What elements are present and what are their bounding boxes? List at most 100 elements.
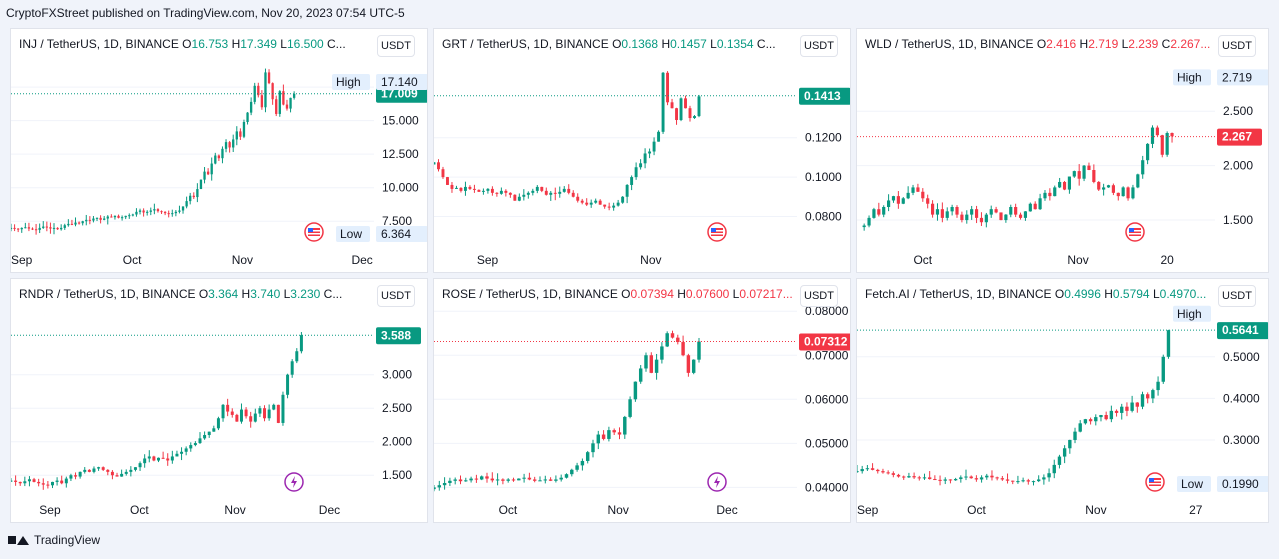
symbol-legend[interactable]: ROSE / TetherUS, 1D, BINANCE O0.07394 H0…	[442, 287, 793, 301]
symbol-title[interactable]: WLD / TetherUS, 1D, BINANCE	[865, 37, 1037, 51]
low-marker	[1177, 476, 1211, 492]
candle	[630, 175, 634, 191]
candle	[106, 469, 110, 476]
candle	[693, 115, 696, 119]
symbol-title[interactable]: RNDR / TetherUS, 1D, BINANCE	[19, 287, 199, 301]
candle	[876, 468, 880, 474]
chart-svg[interactable]: 3.000 2.500 2.000 1.500 Sep Oct Nov Dec 3.588	[11, 279, 428, 523]
candle	[1005, 473, 1010, 484]
x-tick-label: Sep	[11, 253, 33, 267]
x-tick-label: Nov	[1067, 253, 1088, 267]
candle	[681, 335, 685, 357]
candle	[1114, 409, 1119, 417]
flag-us-icon[interactable]	[1145, 472, 1165, 492]
symbol-title[interactable]: GRT / TetherUS, 1D, BINANCE	[442, 37, 613, 51]
candle	[660, 342, 664, 364]
ohlc-value: 0.07217...	[739, 287, 793, 301]
candle	[184, 446, 188, 456]
last-price-badge	[1217, 128, 1262, 146]
high-value-badge	[1217, 69, 1268, 86]
lightning-icon[interactable]	[284, 472, 304, 492]
y-tick-label: 0.04000	[805, 480, 849, 494]
currency-unit-button[interactable]: USDT	[1218, 285, 1256, 307]
chart-svg[interactable]: 0.1200 0.1000 0.0800 Sep Nov 0.1413	[434, 29, 851, 273]
flag-us-icon[interactable]	[1125, 222, 1145, 242]
candle	[83, 467, 87, 474]
candle	[282, 84, 285, 106]
candle	[45, 221, 49, 232]
currency-unit-button[interactable]: USDT	[800, 35, 838, 57]
candle	[567, 184, 571, 195]
currency-unit-button[interactable]: USDT	[377, 35, 415, 57]
candle	[1031, 480, 1036, 486]
candle	[1038, 193, 1042, 210]
low-marker	[336, 226, 370, 242]
candle	[257, 82, 260, 98]
candle	[532, 476, 537, 483]
candle	[1125, 402, 1129, 417]
chart-svg[interactable]: 0.08000 0.07000 0.06000 0.05000 0.04000 Oct No…	[434, 279, 851, 523]
symbol-legend[interactable]: INJ / TetherUS, 1D, BINANCE O16.753 H17.…	[19, 37, 346, 51]
chart-panel[interactable]: 0.1200 0.1000 0.0800 Sep Nov 0.1413 GRT / Teth…	[433, 28, 851, 273]
symbol-legend[interactable]: WLD / TetherUS, 1D, BINANCE O2.416 H2.71…	[865, 37, 1210, 51]
chart-panel[interactable]: 0.08000 0.07000 0.06000 0.05000 0.04000 Oct No…	[433, 278, 851, 523]
candle	[1023, 211, 1028, 221]
candle	[940, 202, 944, 223]
candle	[260, 90, 264, 110]
y-tick-label: 2.500	[1223, 104, 1253, 118]
candle	[670, 98, 674, 109]
candle	[865, 465, 870, 471]
candle	[46, 480, 50, 489]
candle	[1141, 155, 1145, 179]
candle	[935, 203, 940, 221]
y-tick-label: 1.500	[382, 468, 412, 482]
lightning-icon[interactable]	[707, 472, 727, 492]
candle	[665, 331, 669, 348]
candle	[286, 373, 290, 399]
candle	[527, 472, 532, 481]
candle	[907, 472, 911, 478]
symbol-title[interactable]: Fetch.AI / TetherUS, 1D, BINANCE	[865, 287, 1055, 301]
chart-panel[interactable]: 2.500 2.000 1.500 Oct Nov 20 2.267 High 2.719 WLD…	[856, 28, 1269, 273]
candle	[911, 184, 915, 196]
flag-us-icon[interactable]	[304, 222, 324, 242]
candle	[285, 99, 289, 111]
ohlc-key: O	[198, 287, 209, 301]
symbol-legend[interactable]: Fetch.AI / TetherUS, 1D, BINANCE O0.4996…	[865, 287, 1206, 301]
candle	[1160, 134, 1164, 158]
candle	[281, 391, 285, 426]
currency-unit-button[interactable]: USDT	[1218, 35, 1256, 57]
chart-svg[interactable]: 17.50015.00012.50010.0007.500SepOctNovDe…	[11, 29, 428, 273]
candle	[596, 430, 601, 450]
candle	[872, 207, 876, 219]
candle	[495, 192, 499, 197]
chart-panel[interactable]: 0.5000 0.4000 0.3000 Sep Oct Nov 27 0.5641 High L…	[856, 278, 1269, 523]
candle	[115, 472, 119, 477]
candle	[1000, 475, 1005, 481]
candle	[37, 478, 41, 487]
candle	[1099, 414, 1103, 422]
currency-unit-button[interactable]: USDT	[377, 285, 415, 307]
symbol-title[interactable]: ROSE / TetherUS, 1D, BINANCE	[442, 287, 622, 301]
symbol-title[interactable]: INJ / TetherUS, 1D, BINANCE	[19, 37, 183, 51]
chart-panel[interactable]: 17.50015.00012.50010.0007.500SepOctNovDe…	[10, 28, 428, 273]
candle	[133, 467, 137, 472]
candle	[454, 185, 458, 189]
candle	[77, 221, 81, 225]
chart-panel[interactable]: 3.000 2.500 2.000 1.500 Sep Oct Nov Dec 3.588 RND…	[10, 278, 428, 523]
x-tick-label: Sep	[39, 503, 61, 517]
ohlc-key: L	[732, 287, 740, 301]
candle	[485, 472, 489, 483]
candle	[990, 470, 994, 481]
candle	[224, 139, 228, 153]
chart-svg[interactable]: 2.500 2.000 1.500 Oct Nov 20 2.267 High 2.719	[857, 29, 1269, 273]
chart-svg[interactable]: 0.5000 0.4000 0.3000 Sep Oct Nov 27 0.5641 High L…	[857, 279, 1269, 523]
candle	[634, 162, 638, 180]
flag-us-icon[interactable]	[707, 222, 727, 242]
candle	[1131, 184, 1135, 200]
ohlc-key: L	[1152, 287, 1160, 301]
symbol-legend[interactable]: GRT / TetherUS, 1D, BINANCE O0.1368 H0.1…	[442, 37, 776, 51]
symbol-legend[interactable]: RNDR / TetherUS, 1D, BINANCE O3.364 H3.7…	[19, 287, 342, 301]
currency-unit-button[interactable]: USDT	[800, 285, 838, 307]
footer-brand[interactable]: TradingView	[8, 533, 100, 547]
